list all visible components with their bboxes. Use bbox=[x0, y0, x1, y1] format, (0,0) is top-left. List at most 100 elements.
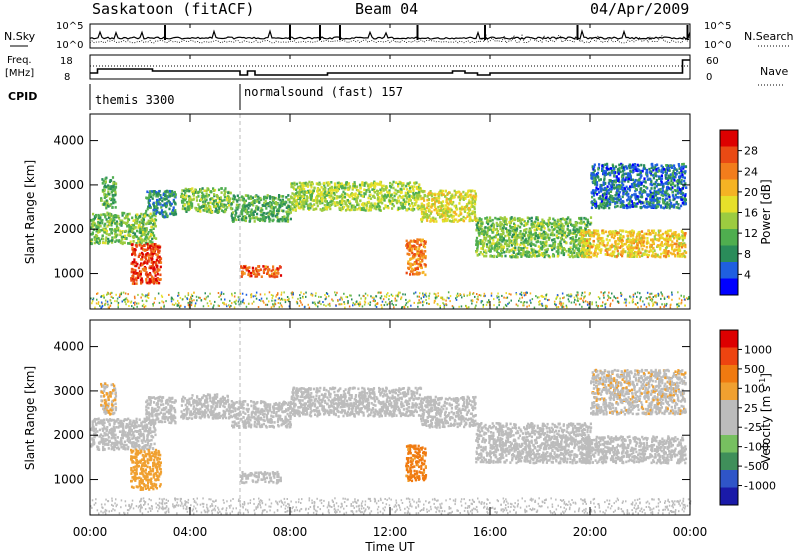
heatmap-cell-power bbox=[358, 183, 362, 187]
heatmap-cell-power bbox=[90, 242, 93, 245]
heatmap-cell-power bbox=[406, 188, 409, 191]
heatmap-cell-power bbox=[132, 262, 135, 266]
heatmap-cell-power bbox=[514, 228, 517, 232]
heatmap-cell-power bbox=[510, 255, 513, 259]
heatmap-cell-power bbox=[610, 235, 613, 239]
heatmap-cell-power bbox=[583, 247, 586, 251]
heatmap-cell-power bbox=[505, 250, 508, 253]
heatmap-cell-power bbox=[137, 224, 140, 227]
heatmap-cell-power bbox=[112, 214, 115, 218]
heatmap-cell-power bbox=[97, 226, 100, 229]
heatmap-cell-power bbox=[620, 238, 623, 241]
heatmap-cell-power bbox=[465, 192, 468, 195]
heatmap-cell-power bbox=[536, 254, 539, 258]
heatmap-cell-power bbox=[347, 186, 350, 190]
heatmap-cell-power bbox=[173, 213, 176, 216]
heatmap-cell-power bbox=[147, 273, 150, 276]
heatmap-cell-power bbox=[426, 206, 429, 209]
heatmap-cell-power bbox=[575, 246, 578, 250]
heatmap-cell-power bbox=[154, 207, 157, 211]
heatmap-cell-power bbox=[248, 266, 251, 269]
heatmap-cell-power bbox=[275, 268, 278, 272]
heatmap-cell-power bbox=[291, 202, 294, 206]
heatmap-cell-power bbox=[158, 211, 161, 214]
heatmap-cell-power bbox=[578, 233, 581, 236]
heatmap-cell-power bbox=[153, 224, 156, 227]
heatmap-cell-power bbox=[582, 231, 586, 235]
heatmap-cell-power bbox=[159, 273, 162, 277]
heatmap-cell-power bbox=[494, 235, 497, 239]
heatmap-cell-power bbox=[408, 198, 411, 202]
heatmap-cell-power bbox=[537, 221, 540, 225]
heatmap-cell-power bbox=[452, 200, 455, 204]
heatmap-cell-power bbox=[230, 214, 233, 218]
heatmap-cell-power bbox=[414, 246, 417, 249]
heatmap-cell-power bbox=[192, 198, 195, 201]
heatmap-cell-power bbox=[645, 241, 648, 244]
heatmap-cell-power bbox=[628, 231, 631, 234]
heatmap-cell-power bbox=[466, 212, 469, 215]
heatmap-cell-power bbox=[526, 246, 529, 250]
heatmap-cell-power bbox=[156, 210, 159, 214]
heatmap-cell-power bbox=[527, 242, 530, 245]
heatmap-cell-power bbox=[296, 191, 299, 194]
heatmap-cell-power bbox=[113, 236, 116, 239]
heatmap-cell-power bbox=[557, 251, 560, 254]
heatmap-cell-power bbox=[367, 200, 371, 204]
heatmap-cell-power bbox=[486, 218, 489, 221]
heatmap-cell-power bbox=[418, 188, 421, 192]
heatmap-cell-power bbox=[157, 277, 160, 281]
heatmap-cell-power bbox=[585, 238, 588, 241]
heatmap-cell-power bbox=[137, 266, 141, 270]
heatmap-cell-power bbox=[628, 187, 631, 190]
heatmap-cell-power bbox=[475, 243, 478, 246]
heatmap-cell-power bbox=[329, 207, 332, 211]
heatmap-cell-power bbox=[581, 237, 585, 240]
heatmap-cell-power bbox=[596, 229, 600, 233]
heatmap-cell-power bbox=[667, 169, 670, 172]
heatmap-cell-power bbox=[628, 249, 631, 253]
heatmap-cell-power bbox=[639, 191, 642, 194]
heatmap-cell-power bbox=[345, 183, 348, 186]
heatmap-cell-power bbox=[171, 191, 174, 195]
heatmap-cell-power bbox=[390, 194, 393, 197]
heatmap-cell-power bbox=[207, 209, 210, 212]
heatmap-cell-power bbox=[102, 213, 105, 216]
heatmap-cell-power bbox=[611, 254, 614, 258]
heatmap-cell-power bbox=[100, 237, 103, 241]
heatmap-cell-power bbox=[389, 181, 392, 185]
heatmap-cell-power bbox=[259, 268, 262, 271]
heatmap-cell-power bbox=[440, 207, 443, 210]
heatmap-cell-power bbox=[641, 201, 644, 205]
heatmap-cell-power bbox=[143, 249, 146, 252]
heatmap-cell-power bbox=[486, 216, 489, 220]
heatmap-cell-power bbox=[249, 195, 252, 198]
heatmap-cell-power bbox=[364, 202, 367, 205]
heatmap-cell-power bbox=[155, 253, 158, 256]
heatmap-cell-power bbox=[505, 217, 508, 221]
heatmap-cell-power bbox=[162, 197, 165, 200]
heatmap-cell-power bbox=[539, 234, 542, 238]
heatmap-cell-power bbox=[413, 244, 416, 248]
heatmap-cell-power bbox=[305, 184, 308, 187]
heatmap-cell-power bbox=[281, 218, 284, 222]
heatmap-cell-power bbox=[391, 207, 394, 210]
heatmap-cell-power bbox=[415, 181, 418, 185]
heatmap-cell-power bbox=[149, 234, 152, 238]
heatmap-cell-power bbox=[216, 204, 220, 208]
heatmap-cell-power bbox=[434, 200, 437, 204]
heatmap-cell-power bbox=[373, 186, 376, 189]
heatmap-cell-power bbox=[155, 201, 158, 204]
heatmap-cell-power bbox=[666, 192, 669, 196]
heatmap-cell-power bbox=[484, 226, 487, 229]
heatmap-cell-power bbox=[464, 208, 467, 211]
heatmap-cell-power bbox=[356, 201, 359, 205]
heatmap-cell-power bbox=[637, 180, 640, 184]
heatmap-cell-power bbox=[255, 275, 259, 278]
heatmap-cell-power bbox=[283, 202, 286, 206]
heatmap-cell-power bbox=[151, 197, 154, 200]
heatmap-cell-power bbox=[339, 185, 343, 188]
heatmap-cell-power bbox=[581, 253, 584, 256]
heatmap-cell-power bbox=[616, 171, 619, 174]
heatmap-cell-power bbox=[370, 202, 373, 205]
